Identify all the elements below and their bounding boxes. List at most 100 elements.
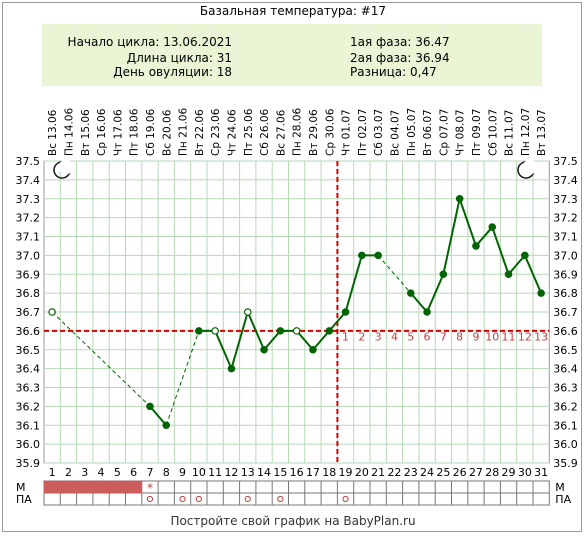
menses-cell	[76, 480, 94, 494]
date-label: Вт 13.07	[536, 109, 548, 156]
day-number-label: 8	[163, 466, 170, 479]
luteal-day-label: 5	[407, 330, 414, 343]
series-line	[344, 255, 363, 313]
date-label: Пн 12.07	[520, 108, 532, 156]
series-line	[475, 226, 494, 247]
menses-cell	[60, 480, 77, 494]
date-label: Вт 22.06	[194, 109, 206, 156]
date-label: Ср 07.07	[438, 109, 450, 156]
luteal-day-label: 1	[342, 330, 349, 343]
date-label: Пт 25.06	[243, 108, 255, 156]
y-tick-label-left: 37.1	[16, 231, 41, 244]
day-number-label: 16	[290, 466, 304, 479]
y-tick-label-left: 36.9	[16, 268, 41, 281]
y-tick-label-left: 37.5	[16, 155, 41, 168]
day-number-label: 15	[273, 466, 287, 479]
data-point	[276, 327, 285, 335]
row-label-left-m: М	[16, 481, 26, 494]
day-number-label: 3	[81, 466, 88, 479]
y-tick-label-right: 36.5	[553, 344, 578, 357]
series-line	[230, 311, 249, 369]
day-number-label: 31	[534, 466, 548, 479]
data-point	[195, 327, 203, 335]
day-number-label: 23	[404, 466, 418, 479]
data-point	[423, 308, 431, 316]
y-tick-label-right: 37.4	[553, 174, 578, 187]
day-number-label: 21	[371, 466, 385, 479]
date-label: Сб 03.07	[373, 109, 385, 156]
series-line	[149, 405, 168, 426]
y-tick-label-left: 37.4	[16, 174, 41, 187]
series-line	[312, 330, 331, 351]
crescent-cut	[522, 159, 538, 175]
date-label: Пн 14.06	[63, 108, 75, 156]
crescent-moon-icon	[517, 159, 538, 179]
date-label: Чт 24.06	[226, 109, 238, 156]
phase2-label: 2ая фаза: 36.94	[350, 51, 450, 65]
day-number-label: 30	[518, 466, 532, 479]
data-point	[406, 289, 415, 297]
footer-link[interactable]: Постройте свой график на BabyPlan.ru	[170, 514, 416, 528]
series-line	[263, 330, 282, 351]
data-point	[472, 242, 480, 250]
y-tick-label-left: 35.9	[16, 457, 41, 470]
crescent-cut	[58, 159, 74, 175]
row-label-right-m: М	[555, 481, 565, 494]
data-point	[227, 364, 236, 373]
row-label-left-pa: ПА	[16, 493, 32, 506]
day-number-label: 7	[146, 466, 153, 479]
date-label: Вс 04.07	[389, 110, 401, 156]
data-point	[521, 251, 529, 260]
y-tick-label-left: 37.2	[16, 212, 41, 225]
crescent-moon-icon	[53, 159, 74, 179]
date-label: Пн 21.06	[178, 108, 190, 156]
data-point	[325, 327, 334, 335]
date-label: Чт 01.07	[341, 109, 353, 156]
date-label: Пт 18.06	[129, 108, 141, 156]
date-label: Вт 06.07	[422, 109, 434, 156]
y-tick-label-right: 36.3	[553, 382, 578, 395]
day-number-label: 24	[420, 466, 434, 479]
pa-marker-icon	[195, 495, 202, 503]
luteal-day-label: 10	[485, 330, 499, 343]
day-number-label: 22	[387, 466, 401, 479]
day-number-label: 12	[224, 466, 238, 479]
y-tick-label-right: 36.7	[553, 306, 578, 319]
day-number-label: 17	[306, 466, 320, 479]
y-tick-label-left: 36.8	[16, 287, 41, 300]
y-tick-label-left: 36.4	[16, 363, 41, 376]
day-number-label: 1	[49, 466, 56, 479]
luteal-day-label: 12	[518, 330, 532, 343]
series-gap-line	[377, 255, 412, 294]
data-point	[292, 327, 301, 335]
menses-cell	[43, 480, 61, 494]
y-tick-label-right: 36.1	[553, 419, 578, 432]
luteal-day-label: 13	[534, 330, 548, 343]
series-gap-line	[165, 330, 200, 426]
menses-star-icon: *	[147, 481, 153, 495]
series-line	[523, 254, 543, 294]
luteal-day-label: 8	[456, 330, 463, 343]
day-number-label: 11	[208, 466, 222, 479]
y-tick-label-right: 37.3	[553, 193, 578, 206]
data-point	[374, 251, 382, 260]
series-line	[214, 330, 233, 370]
day-number-label: 26	[453, 466, 467, 479]
luteal-day-label: 6	[424, 330, 431, 343]
date-label: Чт 08.07	[455, 109, 467, 156]
series-line	[491, 226, 510, 275]
date-label: Пт 09.07	[471, 109, 483, 156]
series-line	[458, 198, 477, 247]
date-label: Ср 23.06	[210, 108, 222, 156]
chart-frame	[2, 2, 582, 532]
pa-marker-icon	[179, 495, 186, 503]
luteal-day-label: 9	[472, 330, 479, 343]
pa-marker-icon	[277, 495, 284, 503]
date-label: Пн 05.07	[406, 108, 418, 156]
data-point	[309, 345, 317, 354]
day-number-label: 4	[98, 466, 105, 479]
data-point	[537, 289, 545, 297]
pa-marker-icon	[244, 495, 251, 503]
y-tick-label-right: 36.6	[553, 325, 578, 338]
